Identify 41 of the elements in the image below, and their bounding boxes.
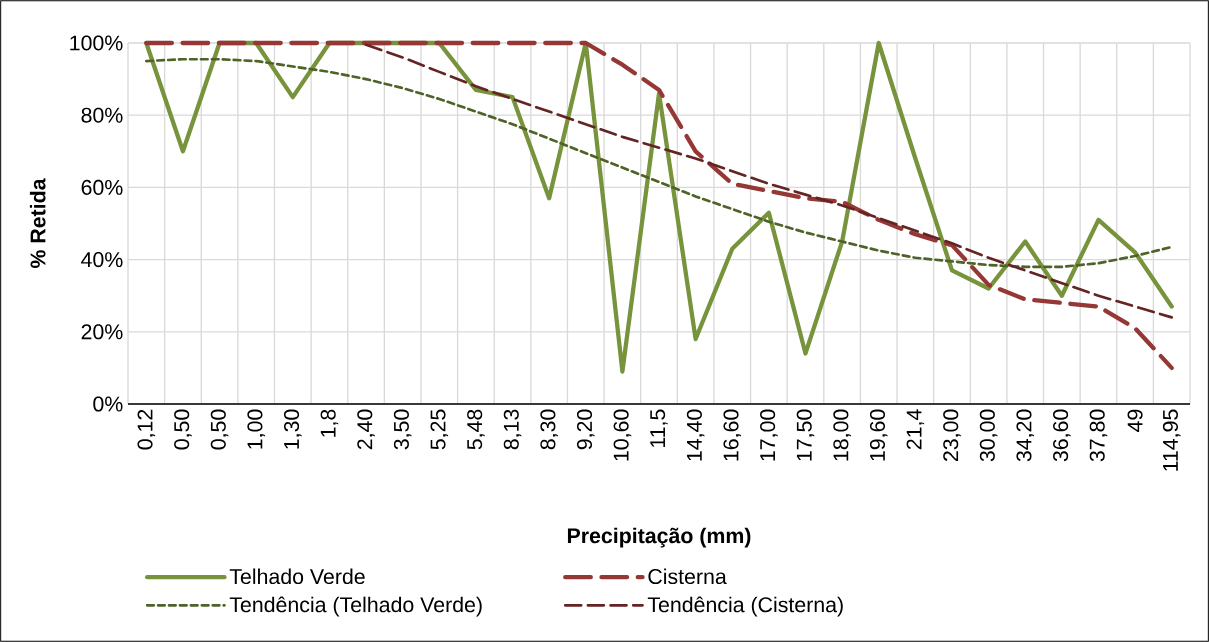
x-tick-label: 19,60 xyxy=(869,409,888,461)
x-tick-label: 1,00 xyxy=(247,409,265,449)
x-tick-label: 11,5 xyxy=(650,409,668,448)
x-tick-label: 18,00 xyxy=(833,409,851,461)
y-tick-label: 40% xyxy=(81,252,123,268)
x-tick-label: 10,60 xyxy=(613,409,632,461)
x-tick-label: 14,40 xyxy=(686,409,705,461)
x-tick-label: 36,60 xyxy=(1053,409,1071,462)
y-tick-label: 0% xyxy=(93,396,123,412)
x-tick-label: 0,50 xyxy=(210,409,229,450)
x-tick-label: 1,30 xyxy=(283,409,302,449)
x-tick-label: 0,50 xyxy=(174,409,192,450)
x-tick-label: 17,00 xyxy=(760,409,778,461)
x-tick-label: 49 xyxy=(1127,409,1143,432)
x-tick-label: 23,00 xyxy=(943,409,961,462)
x-tick-label: 8,13 xyxy=(503,409,522,450)
x-tick-label: 3,50 xyxy=(393,409,412,450)
x-tick-label: 5,48 xyxy=(467,409,485,450)
x-tick-label: 114,95 xyxy=(1162,409,1181,471)
x-tick-label: 9,20 xyxy=(576,409,595,450)
x-tick-label: 5,25 xyxy=(430,409,449,450)
x-tick-label: 21,4 xyxy=(906,409,925,450)
y-tick-label: 80% xyxy=(81,107,123,123)
x-tick-label: 1,8 xyxy=(320,409,339,437)
x-axis-title: Precipitação (mm) xyxy=(567,527,751,548)
x-tick-label: 37,80 xyxy=(1089,409,1108,462)
x-tick-label: 17,50 xyxy=(796,409,815,461)
y-axis-title: % Retida xyxy=(29,178,46,269)
legend-label: Tendência (Telhado Verde) xyxy=(229,596,482,617)
y-tick-label: 100% xyxy=(70,35,123,51)
x-tick-label: 0,12 xyxy=(137,409,156,450)
y-tick-label: 20% xyxy=(81,324,123,340)
x-tick-label: 8,30 xyxy=(540,409,558,450)
legend-label: Cisterna xyxy=(648,568,727,585)
x-tick-label: 2,40 xyxy=(357,409,375,450)
x-tick-label: 34,20 xyxy=(1016,409,1035,462)
x-tick-label: 16,60 xyxy=(723,409,742,461)
x-tick-label: 30,00 xyxy=(979,409,998,462)
legend-label: Telhado Verde xyxy=(229,568,365,585)
legend-label: Tendência (Cisterna) xyxy=(647,596,843,617)
y-tick-label: 60% xyxy=(81,179,123,195)
